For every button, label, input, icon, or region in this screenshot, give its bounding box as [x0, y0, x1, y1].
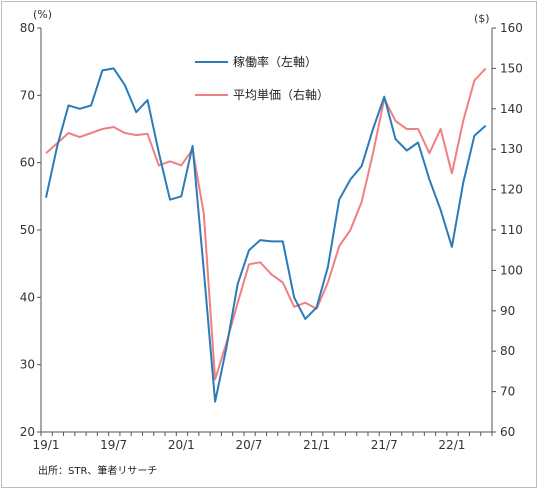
source-note: 出所：STR、筆者リサーチ	[38, 466, 158, 477]
left-tick-label: 40	[20, 290, 35, 304]
x-axis-ticks: 19/1 19/7 20/1 20/7 21/1 21/7 22/1	[33, 432, 493, 452]
right-tick-label: 80	[500, 344, 515, 358]
x-tick-label: 20/1	[168, 438, 195, 452]
x-tick-label: 21/7	[371, 438, 398, 452]
right-tick-label: 100	[500, 263, 523, 277]
right-tick-label: 60	[500, 425, 515, 439]
right-tick-label: 120	[500, 183, 523, 197]
x-tick-label: 19/1	[33, 438, 60, 452]
x-tick-label: 22/1	[438, 438, 465, 452]
right-axis-unit: ($)	[474, 12, 490, 25]
series-occupancy-line	[45, 67, 487, 403]
left-tick-label: 60	[20, 156, 35, 170]
left-axis-unit: (%)	[33, 8, 52, 21]
right-tick-label: 110	[500, 223, 523, 237]
left-tick-label: 30	[20, 358, 35, 372]
left-tick-label: 80	[20, 21, 35, 35]
legend-label-adr: 平均単価（右軸）	[233, 87, 329, 102]
left-tick-label: 20	[20, 425, 35, 439]
left-axis-ticks: 20 30 40 50 60 70 80	[20, 21, 41, 439]
right-tick-label: 90	[500, 304, 515, 318]
series-layer	[45, 67, 487, 403]
legend: 稼働率（左軸） 平均単価（右軸）	[195, 54, 329, 102]
right-tick-label: 140	[500, 102, 523, 116]
left-tick-label: 70	[20, 88, 35, 102]
x-tick-label: 19/7	[100, 438, 127, 452]
right-tick-label: 130	[500, 142, 523, 156]
legend-label-occupancy: 稼働率（左軸）	[233, 54, 317, 69]
series-adr-line	[45, 67, 487, 381]
x-tick-label: 21/1	[303, 438, 330, 452]
left-tick-label: 50	[20, 223, 35, 237]
right-tick-label: 70	[500, 385, 515, 399]
right-axis-ticks: 60 70 80 90 100 110 120 130 140 150 160	[492, 21, 523, 439]
right-tick-label: 160	[500, 21, 523, 35]
right-tick-label: 150	[500, 61, 523, 75]
x-tick-label: 20/7	[235, 438, 262, 452]
